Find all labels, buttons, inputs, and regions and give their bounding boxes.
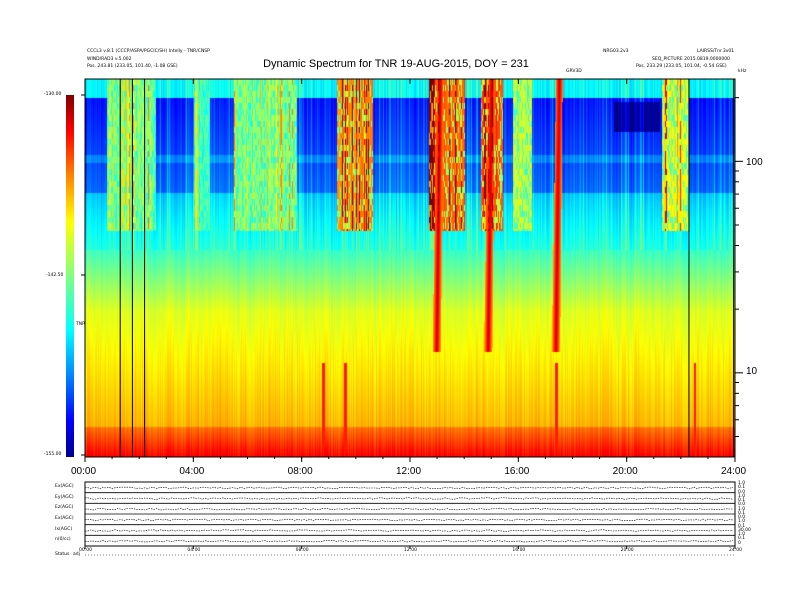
panel-x-tick-label: 20:00 — [621, 548, 634, 553]
panel-x-tick-label: 12:00 — [404, 548, 417, 553]
panel-trace-0 — [85, 487, 733, 489]
panel-x-tick-label: 04:00 — [187, 548, 200, 553]
panel-trace-5 — [85, 540, 733, 542]
panel-x-tick-label: 08:00 — [296, 548, 309, 553]
panel-trace-2 — [85, 508, 733, 510]
status-value: adj — [73, 552, 80, 557]
panel-x-tick-label: 16:00 — [512, 548, 525, 553]
panel-row-label: Ex(AGC) — [55, 484, 74, 489]
panel-row-label: n(0/cc) — [55, 537, 71, 542]
panel-right-tick: 0 — [738, 541, 741, 546]
status-label: Status — [55, 552, 69, 557]
panel-row-label: Ex(AGC) — [55, 516, 74, 521]
panel-row-label: Ez(AGC) — [55, 505, 73, 510]
panel-trace-3 — [85, 519, 733, 521]
bottom-panel — [0, 0, 792, 612]
panel-trace-1 — [85, 498, 733, 500]
panel-x-tick-label: 24:00 — [729, 548, 742, 553]
panel-row-label: Ix(AGC) — [55, 527, 72, 532]
panel-trace-4 — [85, 530, 733, 532]
panel-x-tick-label: 00:00 — [79, 548, 92, 553]
panel-row-label: Ey(AGC) — [55, 495, 74, 500]
